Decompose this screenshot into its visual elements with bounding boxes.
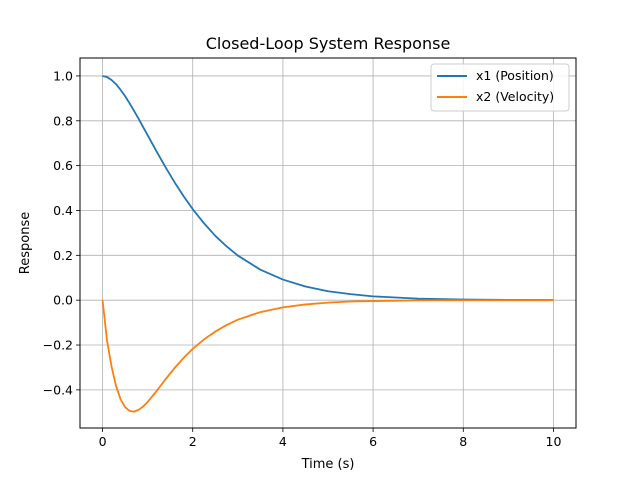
x-tick-label: 4: [279, 434, 287, 449]
y-tick-label: −0.2: [43, 338, 73, 353]
y-tick-label: 0.8: [53, 113, 73, 128]
x-tick-label: 0: [99, 434, 107, 449]
y-axis-label: Response: [18, 212, 33, 274]
series-group: [101, 75, 554, 413]
y-tick-label: 0.0: [53, 293, 73, 308]
grid: [80, 58, 576, 428]
y-tick-label: 0.4: [53, 203, 73, 218]
series-line-x2: [101, 299, 554, 413]
x-axis-label: Time (s): [301, 457, 355, 472]
x-tick-label: 8: [459, 434, 467, 449]
plot-frame: [79, 57, 577, 429]
chart-title: Closed-Loop System Response: [206, 34, 451, 53]
y-tick-label: 1.0: [53, 68, 73, 83]
series-line-x1: [102, 75, 554, 301]
x-tick-label: 2: [189, 434, 197, 449]
legend-label-x1: x1 (Position): [476, 68, 554, 83]
x-tick-label: 10: [546, 434, 562, 449]
y-tick-label: −0.4: [43, 382, 73, 397]
ticks: 0 2 4 6 8 10 −0.4 −0.2 0.0 0.2 0.4 0.6 0.8 1.0: [43, 68, 562, 449]
legend-label-x2: x2 (Velocity): [476, 89, 554, 104]
legend: x1 (Position) x2 (Velocity): [430, 63, 570, 112]
x-tick-label: 6: [369, 434, 377, 449]
y-tick-label: 0.6: [53, 158, 73, 173]
y-tick-label: 0.2: [53, 248, 73, 263]
